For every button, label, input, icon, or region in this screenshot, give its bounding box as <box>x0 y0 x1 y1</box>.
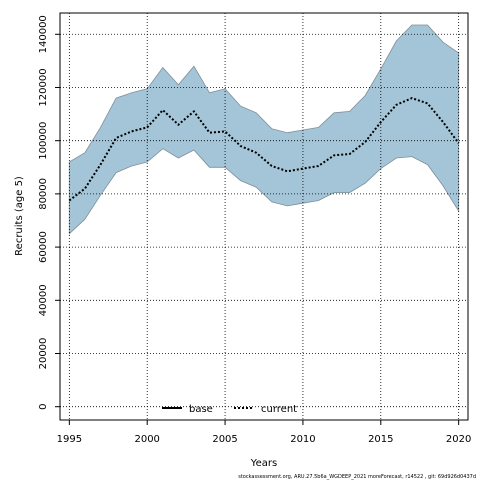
series-layer <box>68 97 460 202</box>
y-tick-label-0: 0 <box>38 404 49 410</box>
y-tick-label-4: 80000 <box>38 178 49 210</box>
legend-label-base: base <box>189 404 213 415</box>
x-axis-title: Years <box>250 458 277 469</box>
y-tick-label-7: 140000 <box>38 15 49 53</box>
x-tick-label-4: 2015 <box>368 434 393 445</box>
legend-label-current: current <box>261 404 297 415</box>
series-line-current <box>68 97 460 202</box>
x-tick-label-1: 2000 <box>134 434 159 445</box>
x-tick-label-3: 2010 <box>290 434 315 445</box>
legend: base current <box>162 404 297 415</box>
grid-layer <box>60 13 468 420</box>
footer-credit: stockassessment.org, ARU.27.5b6a_WGDEEP_… <box>238 474 476 480</box>
confidence-band <box>68 24 460 235</box>
x-tick-label-2: 2005 <box>212 434 237 445</box>
y-tick-label-6: 120000 <box>38 68 49 106</box>
y-tick-label-3: 60000 <box>38 231 49 263</box>
plot-frame <box>59 12 469 421</box>
y-axis-title: Recruits (age 5) <box>14 176 25 256</box>
confidence-band-layer <box>68 24 460 235</box>
axes-layer: 1995 2000 2005 2010 2015 2020 0 20000 40000 60000… <box>38 12 471 445</box>
y-tick-label-5: 100000 <box>38 122 49 160</box>
x-tick-label-5: 2020 <box>446 434 471 445</box>
x-tick-label-0: 1995 <box>57 434 82 445</box>
y-tick-label-1: 20000 <box>38 338 49 370</box>
y-tick-label-2: 40000 <box>38 284 49 316</box>
